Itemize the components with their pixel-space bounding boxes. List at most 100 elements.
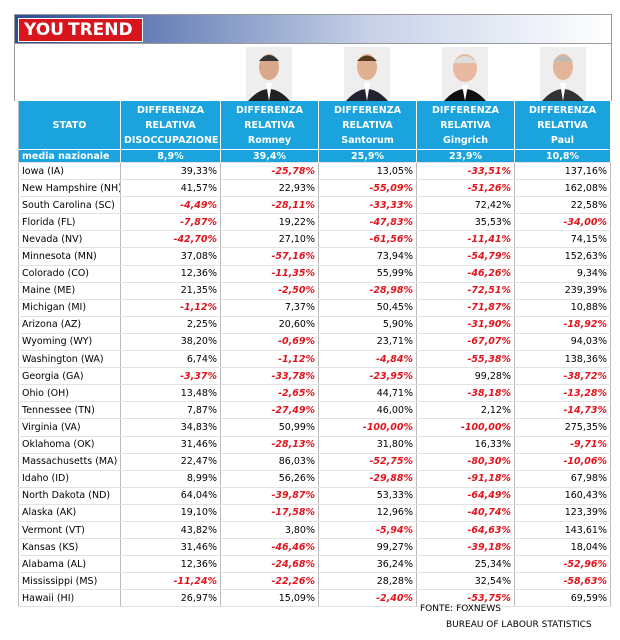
value-cell: -22,26% <box>220 572 319 591</box>
value-cell: -71,87% <box>416 299 515 317</box>
header-line: RELATIVA <box>537 119 588 131</box>
row: Michigan (MI) -1,12% 7,37% 50,45% -71,87% 10,… <box>18 299 611 317</box>
value-cell: 8,99% <box>120 470 221 488</box>
state-cell: New Hampshire (NH) <box>18 179 121 198</box>
row: Minnesota (MN) 37,08% -57,16% 73,94% -54,79%… <box>18 247 611 266</box>
national-cell: 39,4% <box>220 149 319 163</box>
value-cell: 27,10% <box>220 230 319 249</box>
value-cell: 73,94% <box>318 247 417 266</box>
row: Alabama (AL) 12,36% -24,68% 36,24% 25,34% -52… <box>18 555 611 574</box>
state-cell: Michigan (MI) <box>18 299 121 317</box>
value-cell: 152,63% <box>514 247 611 266</box>
value-cell: 7,87% <box>120 401 221 420</box>
portraits <box>14 43 612 101</box>
value-cell: -64,63% <box>416 521 515 540</box>
value-cell: 18,04% <box>514 538 611 557</box>
value-cell: -34,00% <box>514 213 611 232</box>
value-cell: 3,80% <box>220 521 319 540</box>
value-cell: -14,73% <box>514 401 611 420</box>
row: Florida (FL) -7,87% 19,22% -47,83% 35,53% -34… <box>18 213 611 232</box>
row: Idaho (ID) 8,99% 56,26% -29,88% -91,18% 67,98… <box>18 470 611 488</box>
value-cell: 26,97% <box>120 589 221 608</box>
value-cell: 12,36% <box>120 555 221 574</box>
value-cell: 53,33% <box>318 487 417 505</box>
value-cell: -1,12% <box>120 299 221 317</box>
value-cell: 143,61% <box>514 521 611 540</box>
value-cell: -39,18% <box>416 538 515 557</box>
value-cell: 35,53% <box>416 213 515 232</box>
state-cell: Hawaii (HI) <box>18 589 121 608</box>
row: Alaska (AK) 19,10% -17,58% 12,96% -40,74% 123… <box>18 504 611 522</box>
value-cell: 55,99% <box>318 265 417 283</box>
source: FONTE: FOXNEWS <box>420 604 501 614</box>
value-cell: -40,74% <box>416 504 515 522</box>
value-cell: 25,34% <box>416 555 515 574</box>
state-cell: Minnesota (MN) <box>18 247 121 266</box>
value-cell: 16,33% <box>416 436 515 454</box>
value-cell: 31,80% <box>318 436 417 454</box>
value-cell: 12,36% <box>120 265 221 283</box>
header-cell: DIFFERENZA RELATIVA Santorum <box>318 101 417 150</box>
state-cell: Washington (WA) <box>18 350 121 369</box>
state-cell: Iowa (IA) <box>18 162 121 181</box>
portrait <box>344 47 390 101</box>
value-cell: 74,15% <box>514 230 611 249</box>
value-cell: 137,16% <box>514 162 611 181</box>
header-line: RELATIVA <box>145 119 196 131</box>
header-cell: DIFFERENZA RELATIVA Romney <box>220 101 319 150</box>
state-cell: Alabama (AL) <box>18 555 121 574</box>
value-cell: 50,99% <box>220 418 319 437</box>
value-cell: 162,08% <box>514 179 611 198</box>
state-cell: Kansas (KS) <box>18 538 121 557</box>
row: Massachusetts (MA) 22,47% 86,03% -52,75% -80… <box>18 453 611 471</box>
value-cell: 67,98% <box>514 470 611 488</box>
state-cell: Florida (FL) <box>18 213 121 232</box>
value-cell: 10,88% <box>514 299 611 317</box>
header-line: Gingrich <box>443 134 488 146</box>
value-cell: -5,94% <box>318 521 417 540</box>
value-cell: -33,51% <box>416 162 515 181</box>
portrait <box>246 47 292 101</box>
value-cell: -2,65% <box>220 384 319 403</box>
value-cell: 15,09% <box>220 589 319 608</box>
value-cell: -55,38% <box>416 350 515 369</box>
value-cell: -28,11% <box>220 196 319 215</box>
value-cell: 21,35% <box>120 282 221 300</box>
value-cell: 94,03% <box>514 333 611 352</box>
value-cell: 275,35% <box>514 418 611 437</box>
row: Iowa (IA) 39,33% -25,78% 13,05% -33,51% 137,1… <box>18 162 611 181</box>
value-cell: -13,28% <box>514 384 611 403</box>
state-cell: Arizona (AZ) <box>18 316 121 334</box>
state-cell: Ohio (OH) <box>18 384 121 403</box>
header-line: RELATIVA <box>342 119 393 131</box>
value-cell: 41,57% <box>120 179 221 198</box>
header-line: DIFFERENZA <box>529 104 596 116</box>
state-cell: Virginia (VA) <box>18 418 121 437</box>
header-line: DIFFERENZA <box>137 104 204 116</box>
value-cell: 160,43% <box>514 487 611 505</box>
value-cell: -46,46% <box>220 538 319 557</box>
value-cell: -54,79% <box>416 247 515 266</box>
value-cell: -9,71% <box>514 436 611 454</box>
value-cell: 36,24% <box>318 555 417 574</box>
row: Maine (ME) 21,35% -2,50% -28,98% -72,51% 239,… <box>18 282 611 300</box>
value-cell: -2,50% <box>220 282 319 300</box>
value-cell: -67,07% <box>416 333 515 352</box>
row: Arizona (AZ) 2,25% 20,60% 5,90% -31,90% -18,9… <box>18 316 611 334</box>
value-cell: -4,84% <box>318 350 417 369</box>
portrait <box>540 47 586 101</box>
value-cell: -100,00% <box>416 418 515 437</box>
value-cell: 32,54% <box>416 572 515 591</box>
national-row: media nazionale 8,9% 39,4% 25,9% 23,9% 10,8% <box>18 149 611 163</box>
value-cell: -57,16% <box>220 247 319 266</box>
value-cell: 123,39% <box>514 504 611 522</box>
value-cell: -52,75% <box>318 453 417 471</box>
value-cell: 31,46% <box>120 436 221 454</box>
value-cell: -4,49% <box>120 196 221 215</box>
value-cell: -28,13% <box>220 436 319 454</box>
value-cell: -51,26% <box>416 179 515 198</box>
value-cell: -38,18% <box>416 384 515 403</box>
value-cell: 38,20% <box>120 333 221 352</box>
value-cell: 50,45% <box>318 299 417 317</box>
header-line: DIFFERENZA <box>236 104 303 116</box>
